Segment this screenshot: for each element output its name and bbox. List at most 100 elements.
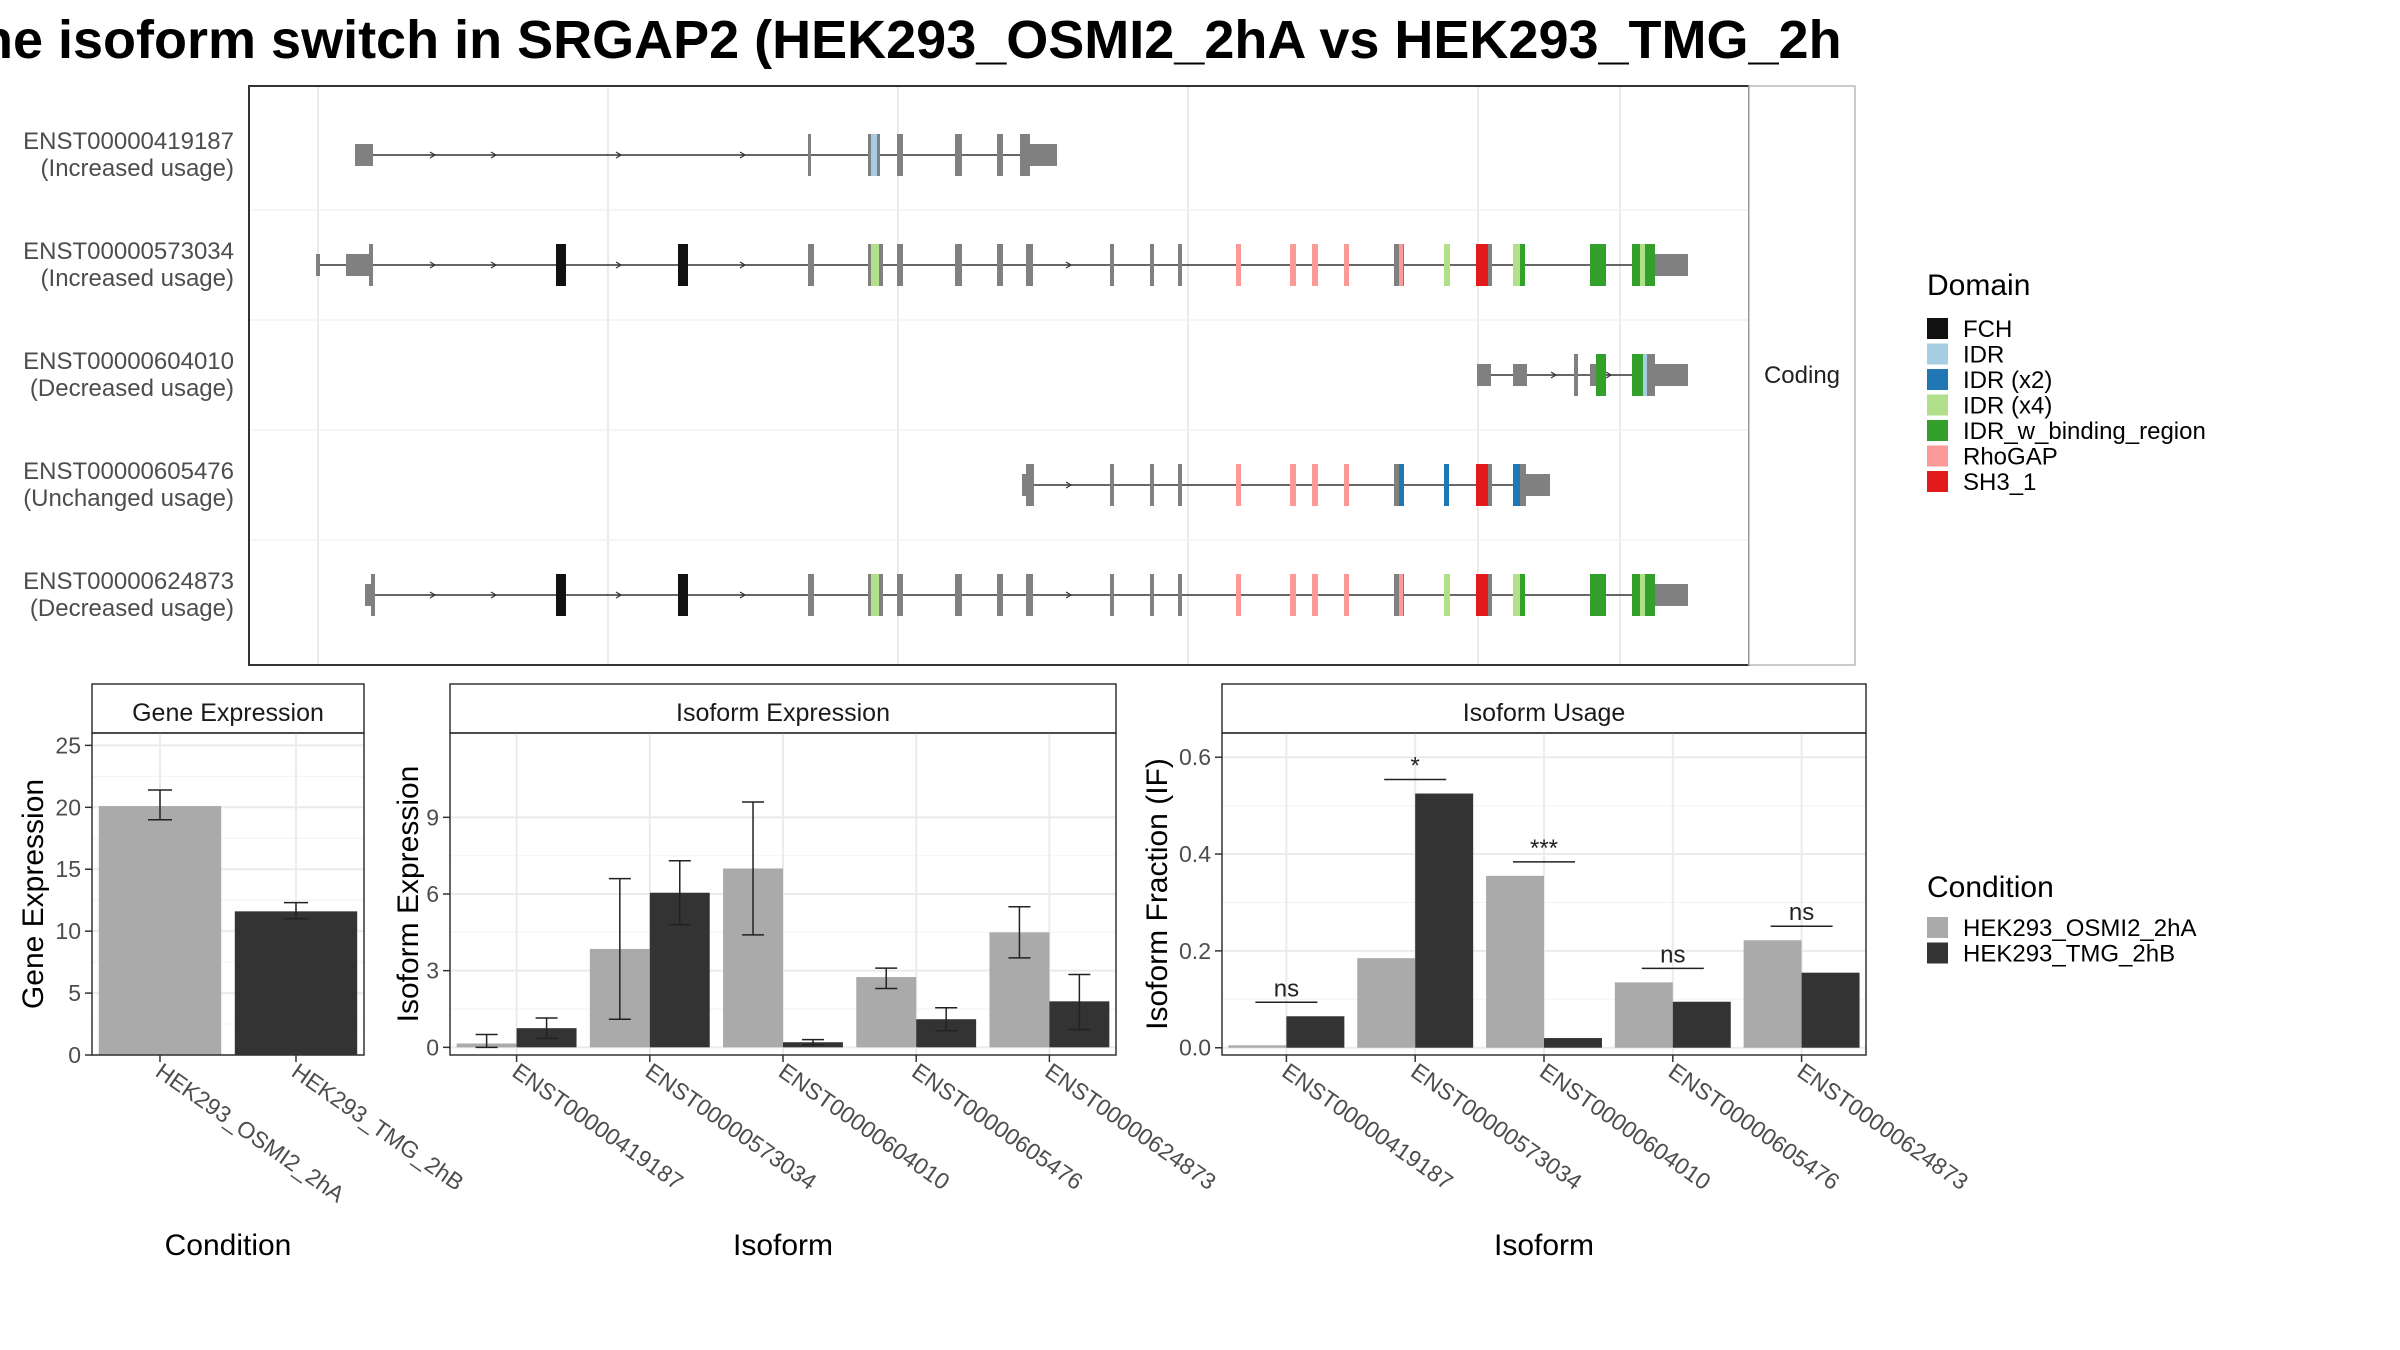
strand-arrow bbox=[429, 591, 437, 599]
domain-legend-label: IDR bbox=[1963, 342, 2004, 369]
domain-legend-swatch bbox=[1927, 471, 1948, 492]
bar bbox=[1544, 1038, 1602, 1048]
exon bbox=[1178, 574, 1182, 616]
exon bbox=[1488, 244, 1492, 286]
strand-arrow bbox=[1065, 261, 1073, 269]
exon bbox=[371, 574, 375, 616]
strand-arrow bbox=[615, 261, 623, 269]
condition-legend-label: HEK293_OSMI2_2hA bbox=[1963, 915, 2196, 942]
exon bbox=[346, 254, 370, 276]
exon bbox=[1236, 574, 1241, 616]
exon bbox=[871, 244, 879, 286]
domain-legend-label: IDR (x2) bbox=[1963, 367, 2052, 394]
exon bbox=[1399, 574, 1403, 616]
strand-arrow bbox=[1605, 371, 1613, 379]
exon bbox=[1026, 244, 1033, 286]
condition-legend-label: HEK293_TMG_2hB bbox=[1963, 941, 2175, 968]
exon bbox=[1513, 244, 1523, 286]
exon bbox=[1236, 464, 1241, 506]
significance-label: *** bbox=[1530, 835, 1558, 862]
strand-arrow bbox=[429, 151, 437, 159]
domain-legend-swatch bbox=[1927, 318, 1948, 339]
exon bbox=[1640, 244, 1645, 286]
panel-strip bbox=[1221, 683, 1867, 734]
bar bbox=[1286, 1016, 1345, 1048]
exon bbox=[808, 134, 811, 176]
condition-legend-swatch bbox=[1927, 917, 1948, 938]
domain-legend-swatch bbox=[1927, 369, 1948, 390]
exon bbox=[369, 244, 373, 286]
transcript-id-label: ENST00000604010 bbox=[23, 348, 234, 375]
exon bbox=[1645, 244, 1655, 286]
transcript-id-label: ENST00000573034 bbox=[23, 238, 234, 265]
y-axis-title: Isoform Expression bbox=[392, 766, 425, 1023]
exon bbox=[1655, 254, 1688, 276]
y-tick-label: 25 bbox=[55, 732, 81, 758]
exon bbox=[1476, 464, 1490, 506]
strand-arrow bbox=[1550, 371, 1558, 379]
domain-legend-swatch bbox=[1927, 343, 1948, 365]
domain-legend-swatch bbox=[1927, 445, 1948, 467]
bar bbox=[1801, 972, 1860, 1048]
exon bbox=[955, 574, 962, 616]
exon bbox=[678, 574, 688, 616]
exon bbox=[1643, 354, 1647, 396]
exon bbox=[871, 574, 879, 616]
strand-arrow bbox=[739, 261, 747, 269]
strand-arrow bbox=[490, 261, 498, 269]
exon bbox=[1178, 244, 1182, 286]
domain-legend-swatch bbox=[1927, 394, 1948, 416]
exon bbox=[1444, 244, 1450, 286]
exon bbox=[1150, 574, 1154, 616]
exon bbox=[1290, 464, 1296, 506]
exon bbox=[1026, 574, 1033, 616]
exon bbox=[1477, 364, 1491, 386]
exon bbox=[678, 244, 688, 286]
exon bbox=[355, 144, 373, 166]
y-tick-label: 5 bbox=[68, 980, 81, 1006]
y-tick-label: 0.0 bbox=[1179, 1035, 1211, 1061]
strand-arrow bbox=[739, 151, 747, 159]
exon bbox=[1178, 464, 1182, 506]
exon bbox=[1312, 574, 1318, 616]
exon bbox=[556, 244, 566, 286]
exon bbox=[1444, 464, 1449, 506]
exon bbox=[997, 134, 1003, 176]
exon bbox=[1645, 574, 1655, 616]
transcript-structure-panel: Coding ENST00000419187(Increased usage)E… bbox=[23, 85, 1856, 666]
exon bbox=[1590, 574, 1606, 616]
bar bbox=[1614, 982, 1673, 1048]
condition-legend-swatch bbox=[1927, 942, 1948, 964]
y-tick-label: 0.6 bbox=[1179, 744, 1211, 770]
strand-arrow bbox=[739, 591, 747, 599]
domain-legend-label: IDR (x4) bbox=[1963, 393, 2052, 420]
exon bbox=[1150, 244, 1154, 286]
exon bbox=[1344, 464, 1349, 506]
strand-arrow bbox=[429, 261, 437, 269]
exon bbox=[1513, 364, 1527, 386]
exon bbox=[955, 244, 962, 286]
domain-legend-label: IDR_w_binding_region bbox=[1963, 418, 2206, 445]
y-tick-label: 3 bbox=[426, 958, 439, 984]
domain-legend-label: FCH bbox=[1963, 316, 2012, 343]
exon bbox=[1344, 574, 1349, 616]
y-tick-label: 0 bbox=[68, 1042, 81, 1068]
exon bbox=[1444, 574, 1450, 616]
y-tick-label: 0.2 bbox=[1179, 938, 1211, 964]
exon bbox=[1655, 584, 1688, 606]
exon bbox=[1647, 354, 1655, 396]
exon bbox=[1632, 354, 1646, 396]
domain-legend-label: SH3_1 bbox=[1963, 469, 2036, 496]
panel-border bbox=[91, 732, 365, 1056]
exon bbox=[1110, 244, 1114, 286]
bar bbox=[234, 911, 358, 1055]
y-tick-label: 0.4 bbox=[1179, 841, 1211, 867]
exon bbox=[1590, 364, 1596, 386]
transcript-usage-label: (Increased usage) bbox=[41, 265, 234, 292]
transcript-usage-label: (Decreased usage) bbox=[30, 595, 234, 622]
exon bbox=[1399, 244, 1403, 286]
strand-arrow bbox=[490, 591, 498, 599]
exon bbox=[1526, 474, 1550, 496]
exon bbox=[808, 574, 814, 616]
